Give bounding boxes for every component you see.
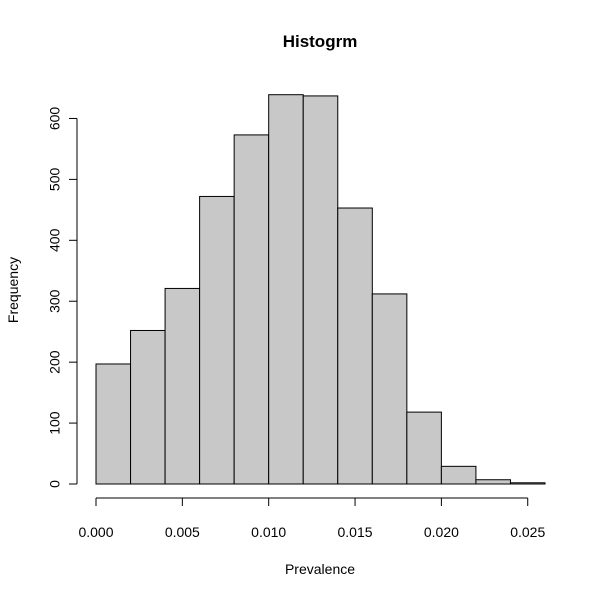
histogram-bar-3 [199,195,235,485]
x-tick-label-1: 0.005 [165,524,200,540]
bars-layer [95,94,546,485]
x-axis: 0.000 0.005 0.010 0.015 0.020 0.025 [78,497,545,540]
y-tick-label-2: 200 [47,350,63,374]
y-tick-label-3: 300 [47,289,63,313]
histogram-bar-11 [475,479,511,485]
y-tick-label-4: 400 [47,228,63,252]
y-tick-label-1: 100 [47,411,63,435]
x-axis-label: Prevalence [285,561,355,577]
x-tick-label-5: 0.025 [510,524,545,540]
histogram-bar-2 [164,287,201,485]
histogram-bar-4 [233,134,270,485]
histogram-bar-9 [406,411,442,485]
x-tick-label-4: 0.020 [424,524,459,540]
y-tick-label-5: 500 [47,167,63,191]
histogram-bar-7 [337,207,373,485]
histogram-bar-0 [95,363,132,485]
histogram-bar-8 [371,293,408,485]
y-axis-label: Frequency [5,257,21,323]
y-axis: 0 100 200 300 400 500 600 [47,107,78,488]
x-tick-label-0: 0.000 [78,524,113,540]
x-tick-label-3: 0.015 [338,524,373,540]
histogram-bar-1 [130,329,166,485]
y-tick-label-0: 0 [47,480,63,488]
x-tick-label-2: 0.010 [251,524,286,540]
histogram-bar-10 [440,465,477,485]
histogram-bar-12 [509,482,546,485]
histogram-bar-6 [302,95,339,485]
y-tick-label-6: 600 [47,107,63,131]
chart-title: Histogrm [283,32,358,51]
histogram-bar-5 [268,94,304,485]
